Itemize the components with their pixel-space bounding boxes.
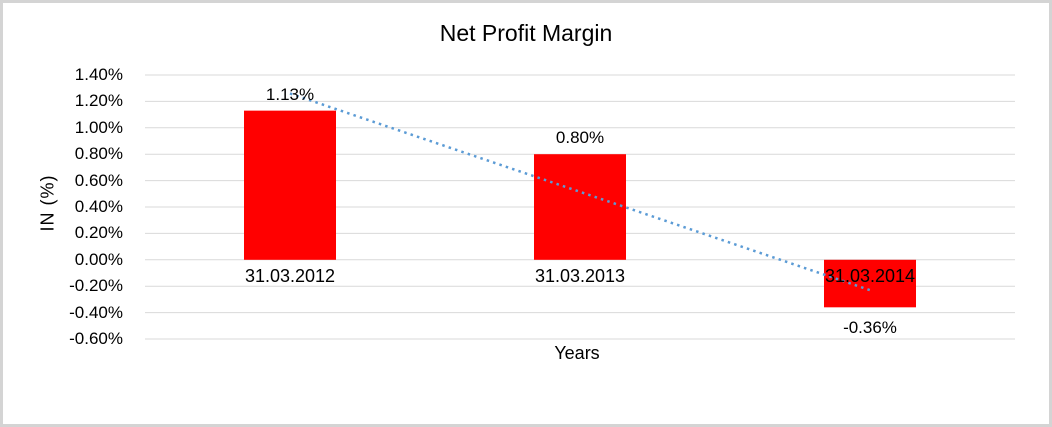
plot-area bbox=[145, 74, 1015, 340]
category-label: 31.03.2013 bbox=[534, 266, 626, 286]
category-label: 31.03.2012 bbox=[244, 266, 336, 286]
y-tick-label: 1.00% bbox=[74, 117, 123, 137]
y-tick-label: 1.40% bbox=[74, 65, 123, 84]
bar-31.03.2012 bbox=[244, 110, 336, 260]
bar-31.03.2013 bbox=[534, 154, 626, 260]
y-tick-label: -0.60% bbox=[69, 329, 123, 348]
y-tick-label: 1.20% bbox=[74, 91, 123, 111]
y-tick-label: 0.60% bbox=[74, 170, 123, 190]
y-tick-label: 0.80% bbox=[74, 144, 123, 164]
y-tick-label: 0.40% bbox=[74, 197, 123, 216]
y-axis-title: IN (%) bbox=[37, 174, 58, 232]
trendline bbox=[289, 92, 871, 292]
x-axis-title: Years bbox=[554, 343, 600, 363]
y-tick-label: -0.20% bbox=[69, 276, 123, 296]
bar-31.03.2014 bbox=[824, 259, 916, 308]
data-label: 0.80% bbox=[555, 128, 605, 148]
category-label: 31.03.2014 bbox=[824, 266, 916, 286]
y-tick-label: 0.20% bbox=[74, 223, 123, 243]
data-label: 1.13% bbox=[265, 84, 315, 104]
chart-title: Net Profit Margin bbox=[439, 20, 613, 46]
data-label: -0.36% bbox=[843, 318, 897, 338]
y-tick-label: -0.40% bbox=[69, 302, 123, 322]
y-tick-label: 0.00% bbox=[74, 249, 123, 269]
